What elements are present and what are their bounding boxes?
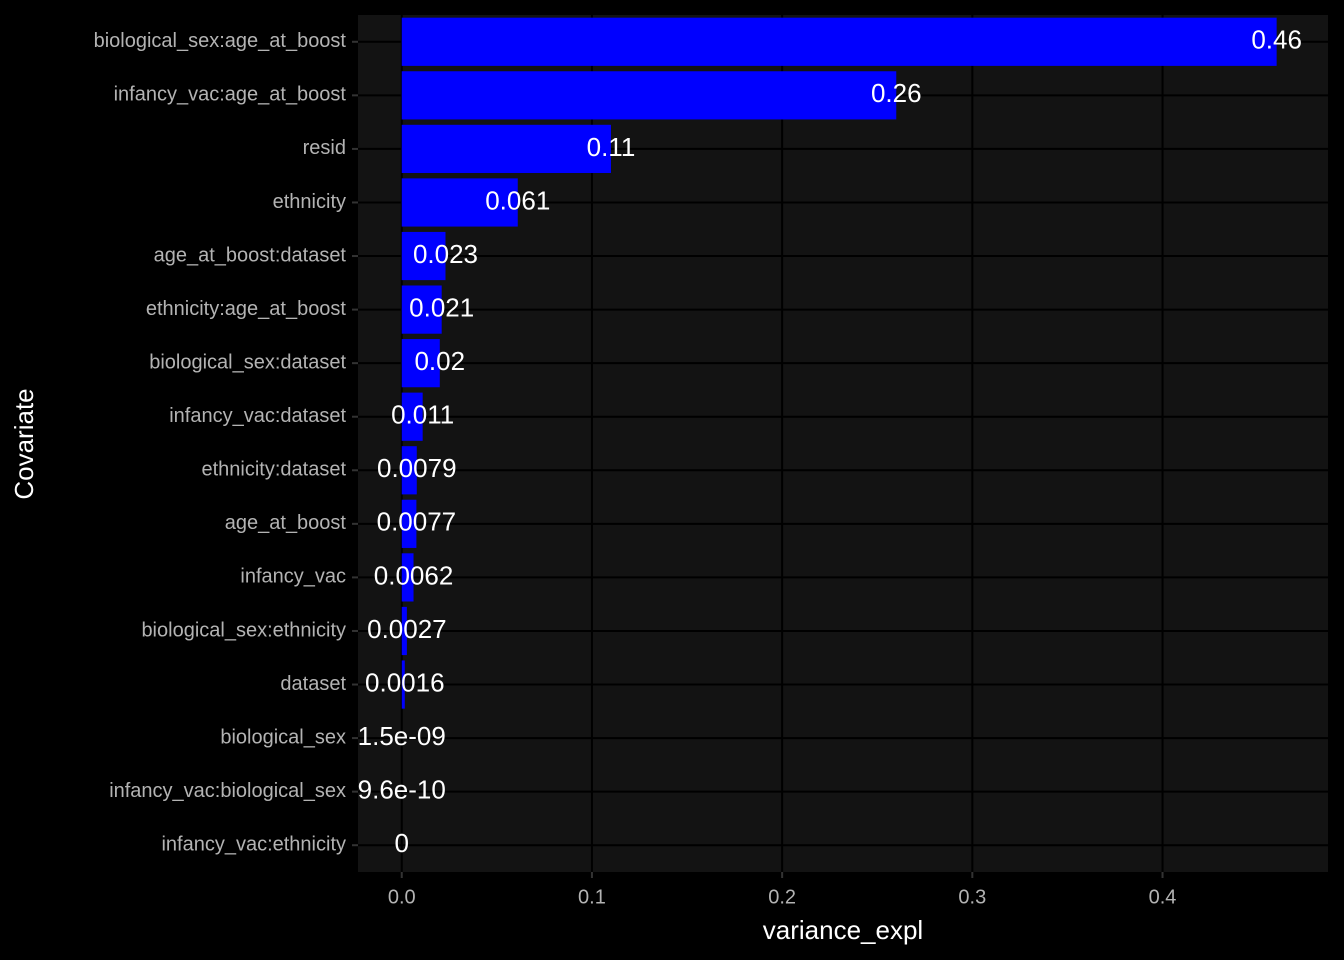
y-tick-label: ethnicity <box>273 191 346 213</box>
y-tick-label: infancy_vac:ethnicity <box>161 834 346 856</box>
y-axis-title: Covariate <box>9 388 39 499</box>
y-tick-label: biological_sex:age_at_boost <box>94 30 347 52</box>
value-label: 0.0077 <box>377 507 457 537</box>
value-label: 0.061 <box>485 185 550 215</box>
value-label: 0.0079 <box>377 453 457 483</box>
y-tick-label: resid <box>303 137 346 159</box>
bar <box>401 660 405 709</box>
y-tick-label: age_at_boost:dataset <box>154 244 347 266</box>
bar <box>401 606 407 656</box>
x-axis-title: variance_expl <box>763 915 923 945</box>
value-label: 0.021 <box>409 292 474 322</box>
value-label: 0.0062 <box>374 560 454 590</box>
bar <box>401 124 611 174</box>
bar <box>401 499 417 548</box>
value-label: 1.5e-09 <box>358 721 446 751</box>
value-label: 0.0027 <box>367 614 447 644</box>
value-label: 0.11 <box>587 132 636 162</box>
value-label: 0.02 <box>414 346 465 376</box>
x-tick-label: 0.1 <box>578 886 606 908</box>
y-tick-label: infancy_vac:dataset <box>169 405 346 427</box>
bar <box>401 231 446 281</box>
y-tick-label: biological_sex:dataset <box>149 351 346 373</box>
bar <box>401 446 417 495</box>
bar <box>401 339 440 388</box>
x-tick-label: 0.4 <box>1149 886 1177 908</box>
bar <box>401 392 423 441</box>
value-label: 0.023 <box>413 239 478 269</box>
value-label: 0.46 <box>1251 25 1302 55</box>
value-label: 9.6e-10 <box>358 775 446 805</box>
bar <box>401 178 518 227</box>
y-tick-label: dataset <box>280 673 346 695</box>
y-tick-label: ethnicity:age_at_boost <box>146 298 347 320</box>
y-tick-label: biological_sex <box>220 726 346 748</box>
x-tick-label: 0.2 <box>768 886 796 908</box>
bar <box>401 71 897 120</box>
y-tick-label: ethnicity:dataset <box>201 459 346 481</box>
value-label: 0.0016 <box>365 667 445 697</box>
bar <box>401 285 442 334</box>
y-tick-label: biological_sex:ethnicity <box>141 619 346 641</box>
y-tick-label: infancy_vac <box>240 566 346 588</box>
value-label: 0 <box>395 828 409 858</box>
x-tick-label: 0.3 <box>958 886 986 908</box>
bar <box>401 17 1277 66</box>
y-tick-label: infancy_vac:age_at_boost <box>114 84 347 106</box>
value-label: 0.26 <box>871 78 922 108</box>
value-label: 0.011 <box>391 400 454 430</box>
y-tick-label: age_at_boost <box>225 512 347 534</box>
x-tick-label: 0.0 <box>388 886 416 908</box>
bar <box>401 553 414 602</box>
y-tick-label: infancy_vac:biological_sex <box>109 780 346 802</box>
